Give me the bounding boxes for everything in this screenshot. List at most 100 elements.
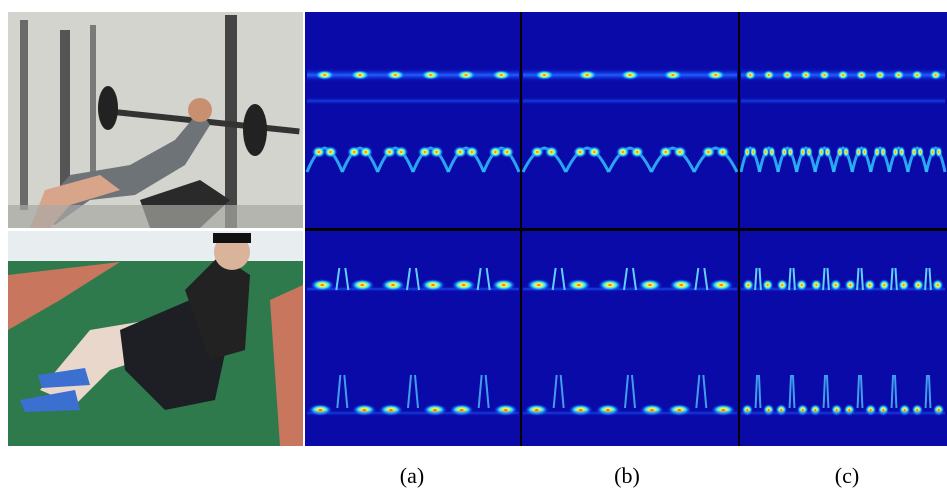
- panel-label: (b): [614, 463, 640, 488]
- heat-arc: [650, 146, 696, 173]
- heat-band: [843, 410, 877, 416]
- heat-spot: [749, 146, 758, 158]
- heat-spot: [491, 70, 512, 80]
- heat-band: [741, 97, 945, 105]
- heat-spot: [544, 146, 559, 158]
- heat-spot: [323, 146, 338, 158]
- heat-band: [307, 286, 378, 292]
- heat-spot: [658, 146, 673, 158]
- heat-spot: [672, 146, 687, 158]
- heat-spot: [488, 146, 503, 158]
- heat-spot: [417, 146, 432, 158]
- heat-band: [523, 410, 595, 416]
- heat-spot: [464, 146, 479, 158]
- heat-band: [307, 97, 519, 105]
- heat-spot: [566, 279, 591, 291]
- heat-arc: [813, 146, 836, 173]
- heat-spot: [705, 70, 726, 80]
- heat-spot: [873, 70, 887, 80]
- heat-spot: [381, 279, 405, 291]
- heat-spot: [863, 279, 876, 291]
- heat-arc: [482, 146, 521, 173]
- heat-band: [741, 410, 775, 416]
- heat-arc: [521, 146, 568, 173]
- heat-stroke: [624, 374, 636, 409]
- heat-arc: [776, 146, 799, 173]
- heat-spot: [823, 146, 832, 158]
- heat-band: [911, 286, 945, 292]
- heat-spot: [382, 146, 397, 158]
- heat-spot: [805, 146, 813, 158]
- heat-spot: [669, 279, 694, 291]
- heat-spot: [743, 146, 751, 158]
- heat-spot: [742, 279, 755, 291]
- heat-spot: [500, 146, 515, 158]
- heat-spot: [762, 146, 770, 158]
- heat-arc: [446, 146, 486, 173]
- heat-spot: [878, 279, 891, 291]
- heat-spot: [786, 146, 795, 158]
- heat-spot: [456, 70, 476, 80]
- heat-spot: [701, 146, 716, 158]
- heat-spot: [709, 279, 734, 291]
- heat-spot: [358, 146, 373, 158]
- heat-spot: [429, 146, 444, 158]
- heat-band: [665, 410, 737, 416]
- heat-stroke: [552, 374, 565, 409]
- heat-spot: [855, 70, 868, 80]
- heat-spot: [420, 70, 441, 80]
- heat-spot: [662, 70, 683, 80]
- heat-band: [448, 410, 519, 416]
- heat-stroke: [754, 267, 762, 291]
- heat-spot: [799, 70, 813, 80]
- heat-spot: [860, 146, 869, 158]
- heat-stroke: [694, 267, 709, 291]
- heat-spot: [638, 279, 662, 291]
- heat-spot: [854, 146, 863, 158]
- heat-stroke: [406, 267, 420, 291]
- heat-spot: [762, 70, 775, 80]
- heat-spot: [810, 279, 823, 291]
- heat-arc: [340, 146, 380, 173]
- heat-band: [523, 97, 737, 105]
- heat-spot: [394, 146, 409, 158]
- heat-arc: [692, 146, 739, 173]
- heat-stroke: [336, 374, 349, 409]
- heat-arc: [739, 146, 762, 173]
- heat-spot: [879, 146, 887, 158]
- heat-spot: [573, 146, 588, 158]
- heat-band: [843, 286, 877, 292]
- panel-label: (a): [400, 463, 424, 488]
- heat-stroke: [407, 374, 419, 409]
- heat-spot: [916, 146, 924, 158]
- heat-arc: [758, 146, 780, 173]
- heat-arc: [607, 146, 653, 173]
- heat-spot: [818, 70, 831, 80]
- heat-spot: [534, 70, 555, 80]
- heat-spot: [776, 279, 789, 291]
- heat-spot: [929, 70, 942, 80]
- heat-band: [775, 286, 809, 292]
- heat-spot: [385, 70, 406, 80]
- heat-spot: [844, 279, 857, 291]
- heat-stroke: [335, 267, 350, 291]
- heat-spot: [799, 146, 807, 158]
- heat-spot: [314, 70, 335, 80]
- heat-band: [741, 286, 775, 292]
- heat-stroke: [822, 267, 830, 291]
- heat-spot: [421, 279, 445, 291]
- heat-band: [377, 286, 449, 292]
- heat-spot: [795, 279, 808, 291]
- heat-spot: [615, 146, 630, 158]
- heat-band: [594, 410, 666, 416]
- heat-spot: [491, 279, 516, 291]
- heat-spot: [744, 70, 757, 80]
- heat-stroke: [856, 267, 864, 291]
- heat-spot: [451, 279, 476, 291]
- heat-band: [307, 410, 378, 416]
- heat-spot: [530, 146, 545, 158]
- heat-arc: [376, 146, 415, 173]
- photo-bench-press: [8, 12, 303, 228]
- heat-stroke: [856, 374, 864, 409]
- heat-stroke: [788, 267, 796, 291]
